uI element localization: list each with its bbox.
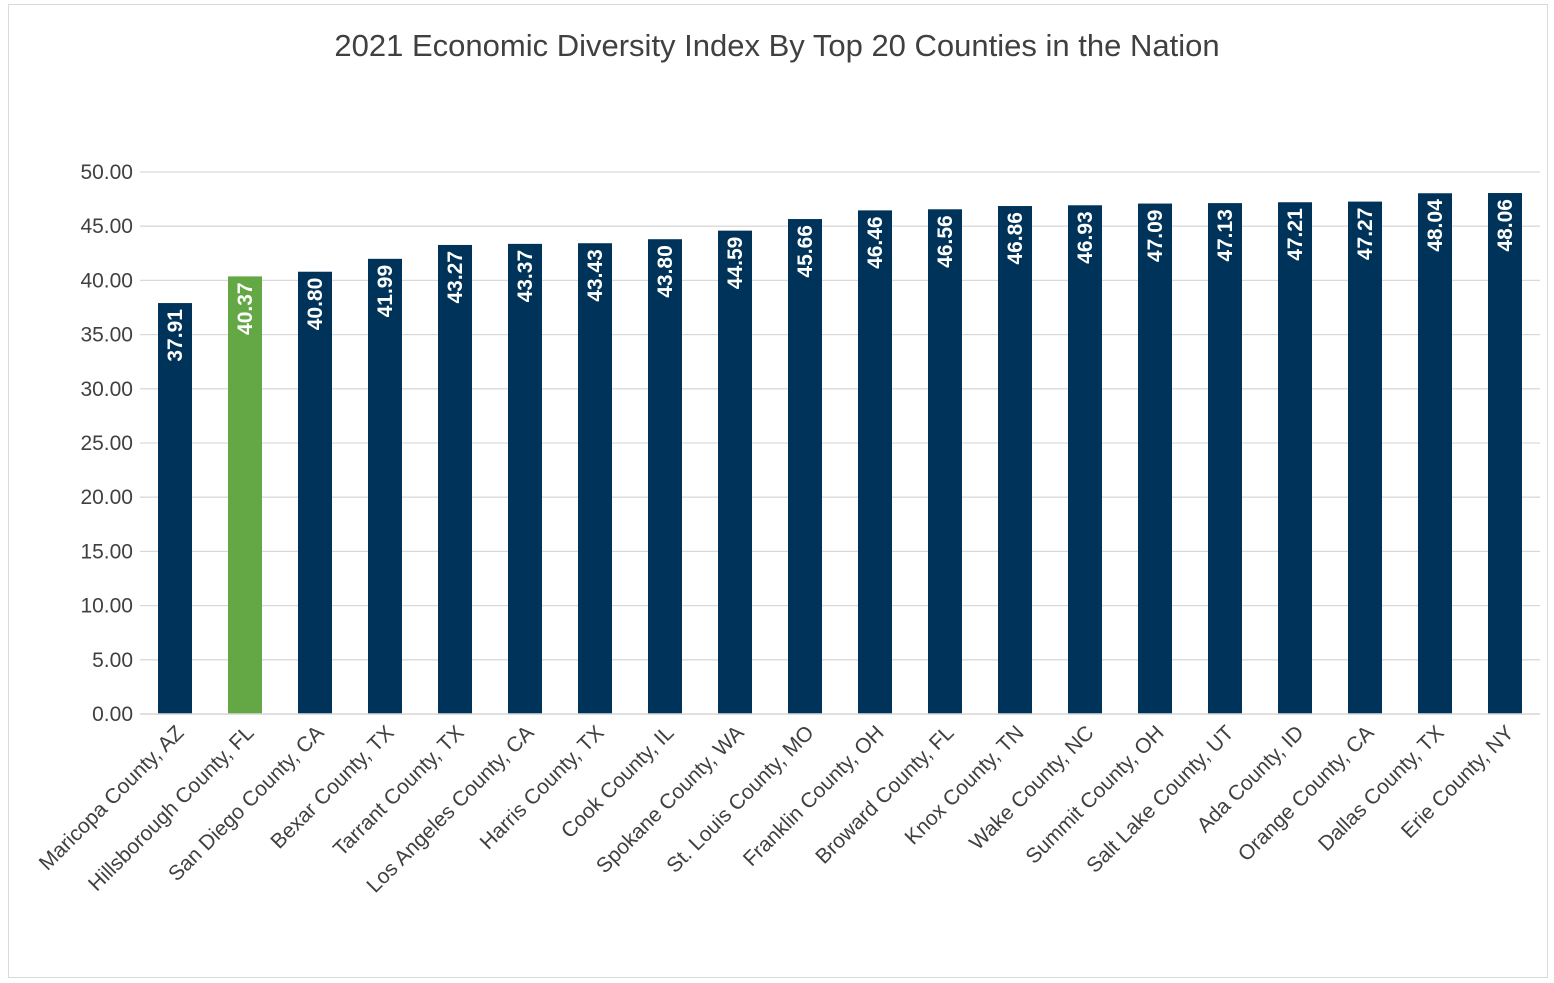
bar	[508, 243, 542, 714]
x-tick-label: Bexar County, TX	[266, 721, 398, 853]
data-label: 43.27	[444, 251, 467, 304]
x-tick-label: Summit County, OH	[1021, 721, 1168, 868]
bar	[158, 303, 192, 714]
bar	[1208, 203, 1242, 715]
y-tick-label: 20.00	[80, 486, 133, 509]
bar	[1348, 201, 1382, 714]
data-label: 48.04	[1424, 199, 1447, 252]
bar	[788, 219, 822, 714]
x-tick-label: Broward County, FL	[811, 721, 958, 868]
y-tick-label: 0.00	[92, 703, 133, 726]
bar	[298, 271, 332, 714]
y-tick-label: 15.00	[80, 540, 133, 563]
x-tick-label: Tarrant County, TX	[329, 721, 469, 861]
y-tick-label: 40.00	[80, 269, 133, 292]
y-tick-label: 35.00	[80, 324, 133, 347]
bar	[228, 276, 262, 714]
bar	[858, 210, 892, 714]
y-tick-label: 30.00	[80, 378, 133, 401]
data-label: 40.80	[304, 278, 327, 331]
bar	[1278, 202, 1312, 715]
data-label: 47.09	[1144, 210, 1167, 263]
data-label: 47.13	[1214, 209, 1237, 262]
data-label: 43.43	[584, 249, 607, 302]
data-label: 46.56	[934, 215, 957, 268]
bar	[1138, 203, 1172, 714]
y-tick-label: 50.00	[80, 161, 133, 184]
x-tick-label: Wake County, NC	[965, 721, 1098, 854]
data-label: 37.91	[164, 309, 187, 362]
x-tick-label: Harris County, TX	[476, 721, 609, 854]
bar	[718, 230, 752, 714]
bar	[928, 209, 962, 714]
bar	[1418, 193, 1452, 714]
y-tick-label: 10.00	[80, 595, 133, 618]
data-label: 46.86	[1004, 212, 1027, 265]
data-label: 44.59	[724, 237, 747, 290]
bar	[438, 244, 472, 715]
y-tick-label: 5.00	[92, 649, 133, 672]
data-label: 43.37	[514, 250, 537, 303]
data-label: 43.80	[654, 245, 677, 298]
data-label: 48.06	[1494, 199, 1517, 252]
x-tick-label: Knox County, TN	[901, 721, 1029, 849]
bar	[578, 243, 612, 714]
data-label: 45.66	[794, 225, 817, 278]
y-tick-label: 25.00	[80, 432, 133, 455]
data-label: 40.37	[234, 282, 257, 335]
data-label: 47.27	[1354, 208, 1377, 261]
data-label: 46.93	[1074, 211, 1097, 264]
bar	[1488, 193, 1522, 714]
bar	[1068, 205, 1102, 714]
bar	[368, 258, 402, 714]
y-tick-label: 45.00	[80, 215, 133, 238]
chart-title: 2021 Economic Diversity Index By Top 20 …	[334, 28, 1220, 63]
bar	[648, 239, 682, 714]
bar	[998, 206, 1032, 714]
x-tick-label: Orange County, CA	[1234, 721, 1379, 866]
data-label: 41.99	[374, 265, 397, 318]
x-tick-label: Dallas County, TX	[1314, 721, 1449, 856]
data-label: 47.21	[1284, 208, 1307, 261]
data-label: 46.46	[864, 216, 887, 269]
